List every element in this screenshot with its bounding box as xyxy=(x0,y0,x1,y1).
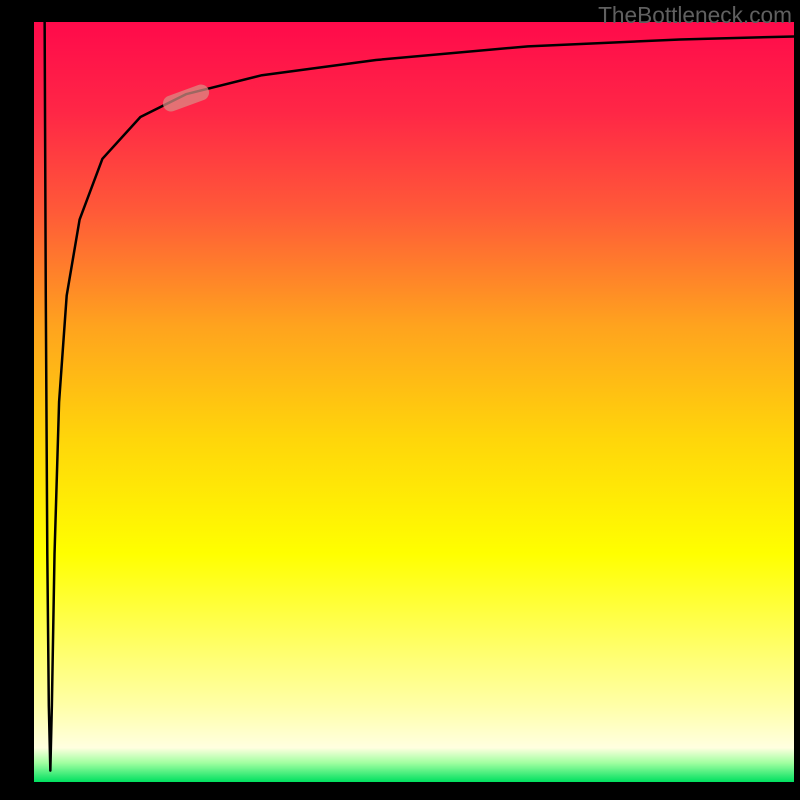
attribution-text: TheBottleneck.com xyxy=(598,2,792,29)
plot-area xyxy=(34,22,794,782)
plot-background-gradient xyxy=(34,22,794,782)
chart-container: TheBottleneck.com xyxy=(0,0,800,800)
